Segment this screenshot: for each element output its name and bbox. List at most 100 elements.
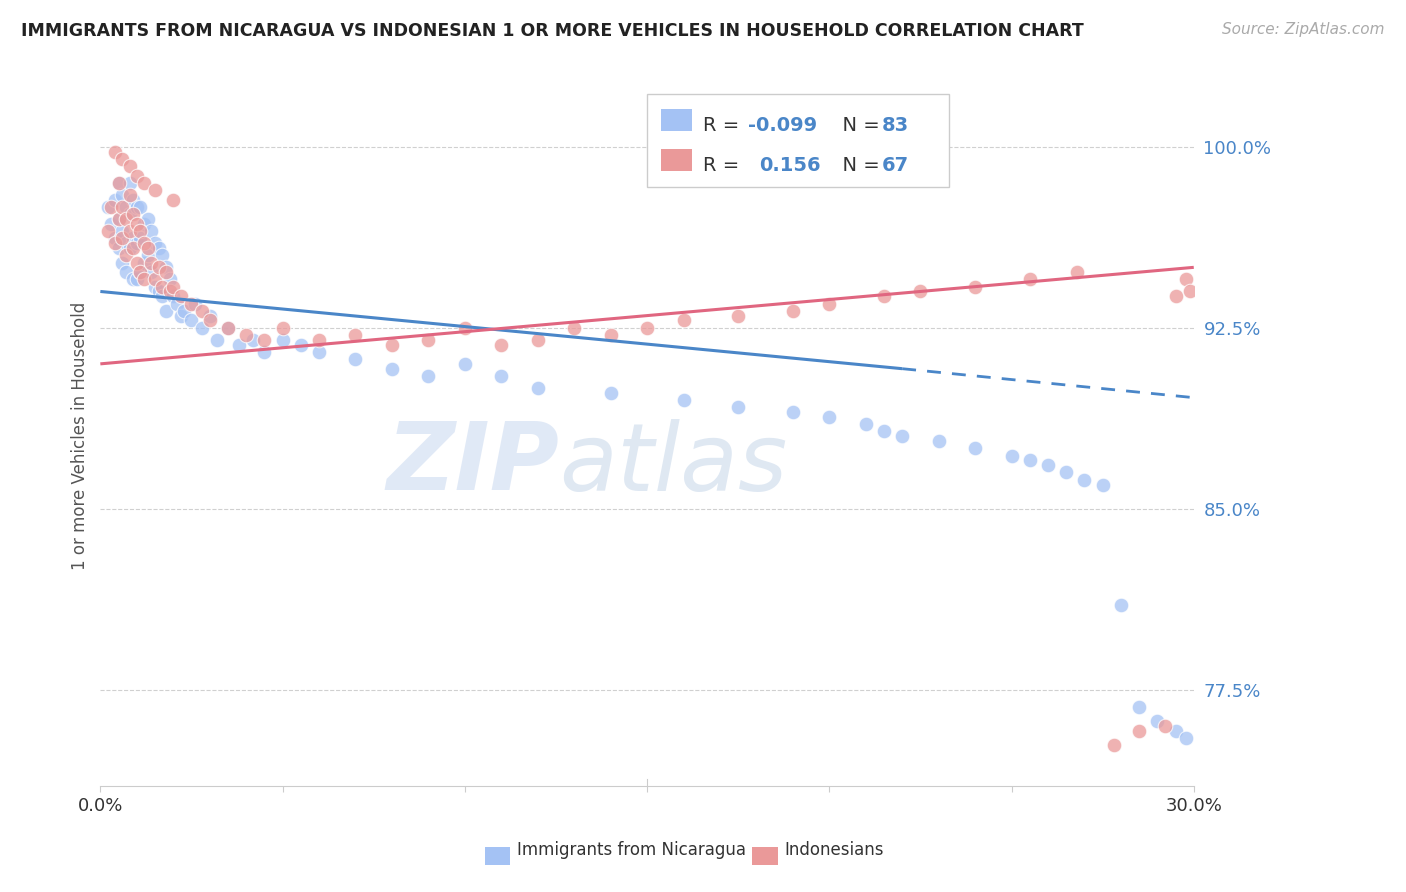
Text: Source: ZipAtlas.com: Source: ZipAtlas.com: [1222, 22, 1385, 37]
Point: [491, 368, 513, 383]
Point: [271, 320, 294, 334]
Point: [184, 296, 207, 310]
Point: [125, 236, 148, 251]
Point: [1175, 272, 1198, 286]
Point: [111, 224, 134, 238]
Point: [107, 212, 129, 227]
Point: [97, 224, 120, 238]
Point: [129, 200, 152, 214]
Point: [166, 296, 188, 310]
Point: [122, 207, 145, 221]
Point: [454, 320, 477, 334]
Point: [125, 272, 148, 286]
Y-axis label: 1 or more Vehicles in Household: 1 or more Vehicles in Household: [72, 302, 89, 570]
Point: [1128, 723, 1150, 738]
Point: [115, 236, 138, 251]
Point: [526, 333, 548, 347]
Point: [217, 320, 239, 334]
Point: [562, 320, 585, 334]
Point: [129, 265, 152, 279]
Point: [107, 176, 129, 190]
Point: [155, 303, 177, 318]
Point: [122, 193, 145, 207]
Point: [782, 405, 804, 419]
Point: [111, 200, 134, 214]
Point: [107, 241, 129, 255]
Text: N =: N =: [830, 116, 886, 135]
Point: [136, 241, 159, 255]
Point: [125, 255, 148, 269]
Point: [125, 200, 148, 214]
Point: [599, 385, 621, 400]
Point: [1073, 473, 1095, 487]
Point: [143, 183, 166, 197]
Point: [141, 224, 163, 238]
Point: [169, 309, 191, 323]
Point: [150, 248, 173, 262]
Point: [122, 272, 145, 286]
Point: [141, 255, 163, 269]
Point: [1000, 449, 1022, 463]
Text: N =: N =: [830, 156, 886, 175]
Point: [118, 159, 141, 173]
Point: [180, 313, 202, 327]
Point: [308, 344, 330, 359]
Point: [104, 236, 127, 251]
Point: [381, 337, 404, 351]
Point: [104, 231, 127, 245]
Point: [910, 285, 932, 299]
Point: [454, 357, 477, 371]
Point: [129, 231, 152, 245]
Point: [217, 320, 239, 334]
Point: [97, 200, 120, 214]
Point: [132, 176, 155, 190]
Point: [132, 236, 155, 251]
Point: [107, 176, 129, 190]
Point: [173, 303, 195, 318]
Point: [111, 188, 134, 202]
Point: [965, 442, 987, 456]
Point: [235, 327, 257, 342]
Point: [965, 279, 987, 293]
Text: R =: R =: [703, 116, 745, 135]
Point: [308, 333, 330, 347]
Point: [344, 327, 367, 342]
Point: [136, 212, 159, 227]
Point: [104, 193, 127, 207]
Point: [727, 401, 749, 415]
Point: [205, 333, 228, 347]
Point: [115, 248, 138, 262]
Point: [129, 265, 152, 279]
Point: [141, 265, 163, 279]
Point: [162, 193, 184, 207]
Point: [122, 231, 145, 245]
Point: [169, 289, 191, 303]
Text: 67: 67: [882, 156, 908, 175]
Text: -0.099: -0.099: [748, 116, 817, 135]
Point: [636, 320, 658, 334]
Point: [1109, 598, 1132, 612]
Point: [1153, 719, 1175, 733]
Point: [148, 260, 170, 275]
Point: [129, 224, 152, 238]
Point: [228, 337, 250, 351]
Point: [191, 320, 214, 334]
Point: [115, 200, 138, 214]
Point: [136, 248, 159, 262]
Point: [132, 217, 155, 231]
Point: [1164, 723, 1187, 738]
Point: [143, 236, 166, 251]
Point: [115, 265, 138, 279]
Point: [150, 289, 173, 303]
Point: [198, 313, 221, 327]
Point: [132, 255, 155, 269]
Point: [1066, 265, 1088, 279]
Point: [118, 188, 141, 202]
Point: [253, 333, 276, 347]
Text: Immigrants from Nicaragua: Immigrants from Nicaragua: [517, 841, 747, 859]
Point: [1178, 285, 1201, 299]
Point: [191, 303, 214, 318]
Point: [1164, 289, 1187, 303]
Point: [100, 200, 122, 214]
Point: [148, 241, 170, 255]
